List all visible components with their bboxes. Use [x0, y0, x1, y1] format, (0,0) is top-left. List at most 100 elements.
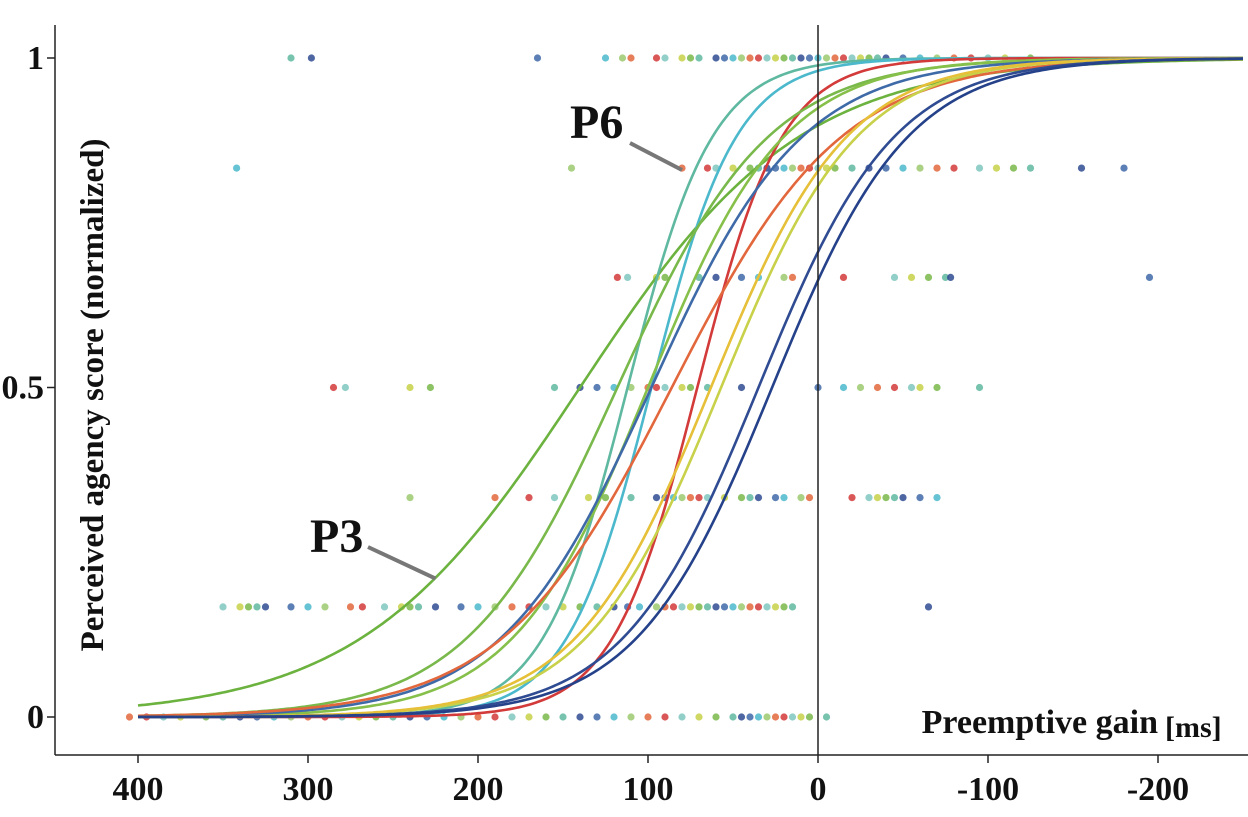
data-point — [678, 603, 686, 611]
data-point — [780, 713, 788, 721]
data-point — [771, 494, 780, 502]
data-point — [720, 54, 729, 62]
data-point — [780, 164, 788, 172]
data-point — [754, 494, 763, 502]
data-point — [542, 713, 550, 721]
data-point — [627, 494, 635, 502]
data-point — [414, 603, 423, 611]
data-point — [788, 713, 797, 721]
data-point — [924, 273, 933, 281]
data-point — [856, 383, 865, 392]
data-point — [329, 383, 338, 392]
data-point — [712, 273, 720, 281]
data-point — [1026, 164, 1035, 172]
x-tick-label: -100 — [957, 771, 1019, 808]
data-point — [950, 164, 958, 172]
x-tick-label: 100 — [623, 771, 674, 808]
data-point — [287, 603, 295, 611]
data-point — [933, 494, 941, 502]
data-point — [720, 603, 729, 611]
data-point — [780, 494, 788, 502]
data-point — [474, 603, 482, 611]
annotation-leader-p6 — [629, 141, 683, 172]
data-point — [780, 273, 788, 281]
data-point — [695, 603, 703, 611]
data-point — [822, 54, 831, 62]
data-point — [933, 164, 941, 172]
data-point — [797, 164, 805, 172]
data-point — [916, 494, 924, 502]
data-point — [678, 383, 686, 392]
data-point — [567, 164, 576, 172]
data-point — [1145, 273, 1154, 281]
data-point — [380, 603, 389, 611]
data-point — [746, 54, 754, 62]
data-point — [839, 383, 848, 392]
data-point — [406, 603, 414, 611]
data-point — [406, 494, 414, 502]
data-point — [839, 273, 848, 281]
data-point — [737, 494, 746, 502]
data-point — [550, 494, 559, 502]
data-point — [737, 383, 746, 392]
x-ticks: 400 300 200 100 0 -100 -200 — [113, 755, 1189, 808]
data-point — [474, 713, 482, 721]
data-point — [754, 54, 763, 62]
data-point — [358, 603, 366, 611]
data-point — [304, 603, 312, 611]
data-point — [533, 54, 542, 62]
data-point — [686, 603, 695, 611]
data-point — [907, 273, 916, 281]
axes — [54, 25, 1248, 756]
data-point — [661, 273, 669, 281]
data-point — [525, 494, 533, 502]
data-point — [244, 603, 253, 611]
data-point — [542, 603, 550, 611]
data-point — [865, 494, 873, 502]
data-point — [788, 164, 797, 172]
data-point — [975, 383, 984, 392]
x-tick-label: -200 — [1127, 771, 1189, 808]
data-point — [593, 713, 601, 721]
data-point — [746, 603, 754, 611]
y-axis-label: Perceived agency score (normalized) — [75, 139, 111, 652]
data-point — [797, 494, 805, 502]
data-point — [508, 603, 516, 611]
data-point — [491, 494, 499, 502]
data-point — [406, 383, 414, 392]
data-point — [426, 383, 434, 392]
data-point — [652, 54, 661, 62]
x-tick-label: 200 — [453, 771, 504, 808]
data-point — [712, 603, 720, 611]
data-point — [125, 713, 134, 721]
data-point — [593, 383, 601, 392]
data-point — [669, 603, 678, 611]
data-point — [916, 164, 924, 172]
data-point — [746, 713, 754, 721]
data-point — [729, 603, 737, 611]
data-point — [1077, 164, 1086, 172]
data-point — [899, 164, 907, 172]
data-point — [797, 713, 805, 721]
data-point — [712, 713, 720, 721]
data-point — [737, 54, 746, 62]
data-point — [729, 54, 737, 62]
data-point — [899, 494, 907, 502]
data-point — [613, 273, 622, 281]
annotations: P6 P3 — [310, 96, 683, 581]
curves-layer — [137, 56, 1244, 719]
data-point — [771, 54, 780, 62]
data-point — [746, 494, 754, 502]
data-point — [678, 54, 686, 62]
data-point — [754, 603, 763, 611]
data-point — [624, 273, 632, 281]
data-point — [491, 713, 499, 721]
data-point — [907, 383, 916, 392]
data-point — [550, 383, 559, 392]
data-point — [457, 603, 465, 611]
data-point — [788, 603, 797, 611]
data-point — [916, 383, 924, 392]
annotation-p3: P3 — [310, 510, 363, 563]
data-point — [763, 54, 771, 62]
